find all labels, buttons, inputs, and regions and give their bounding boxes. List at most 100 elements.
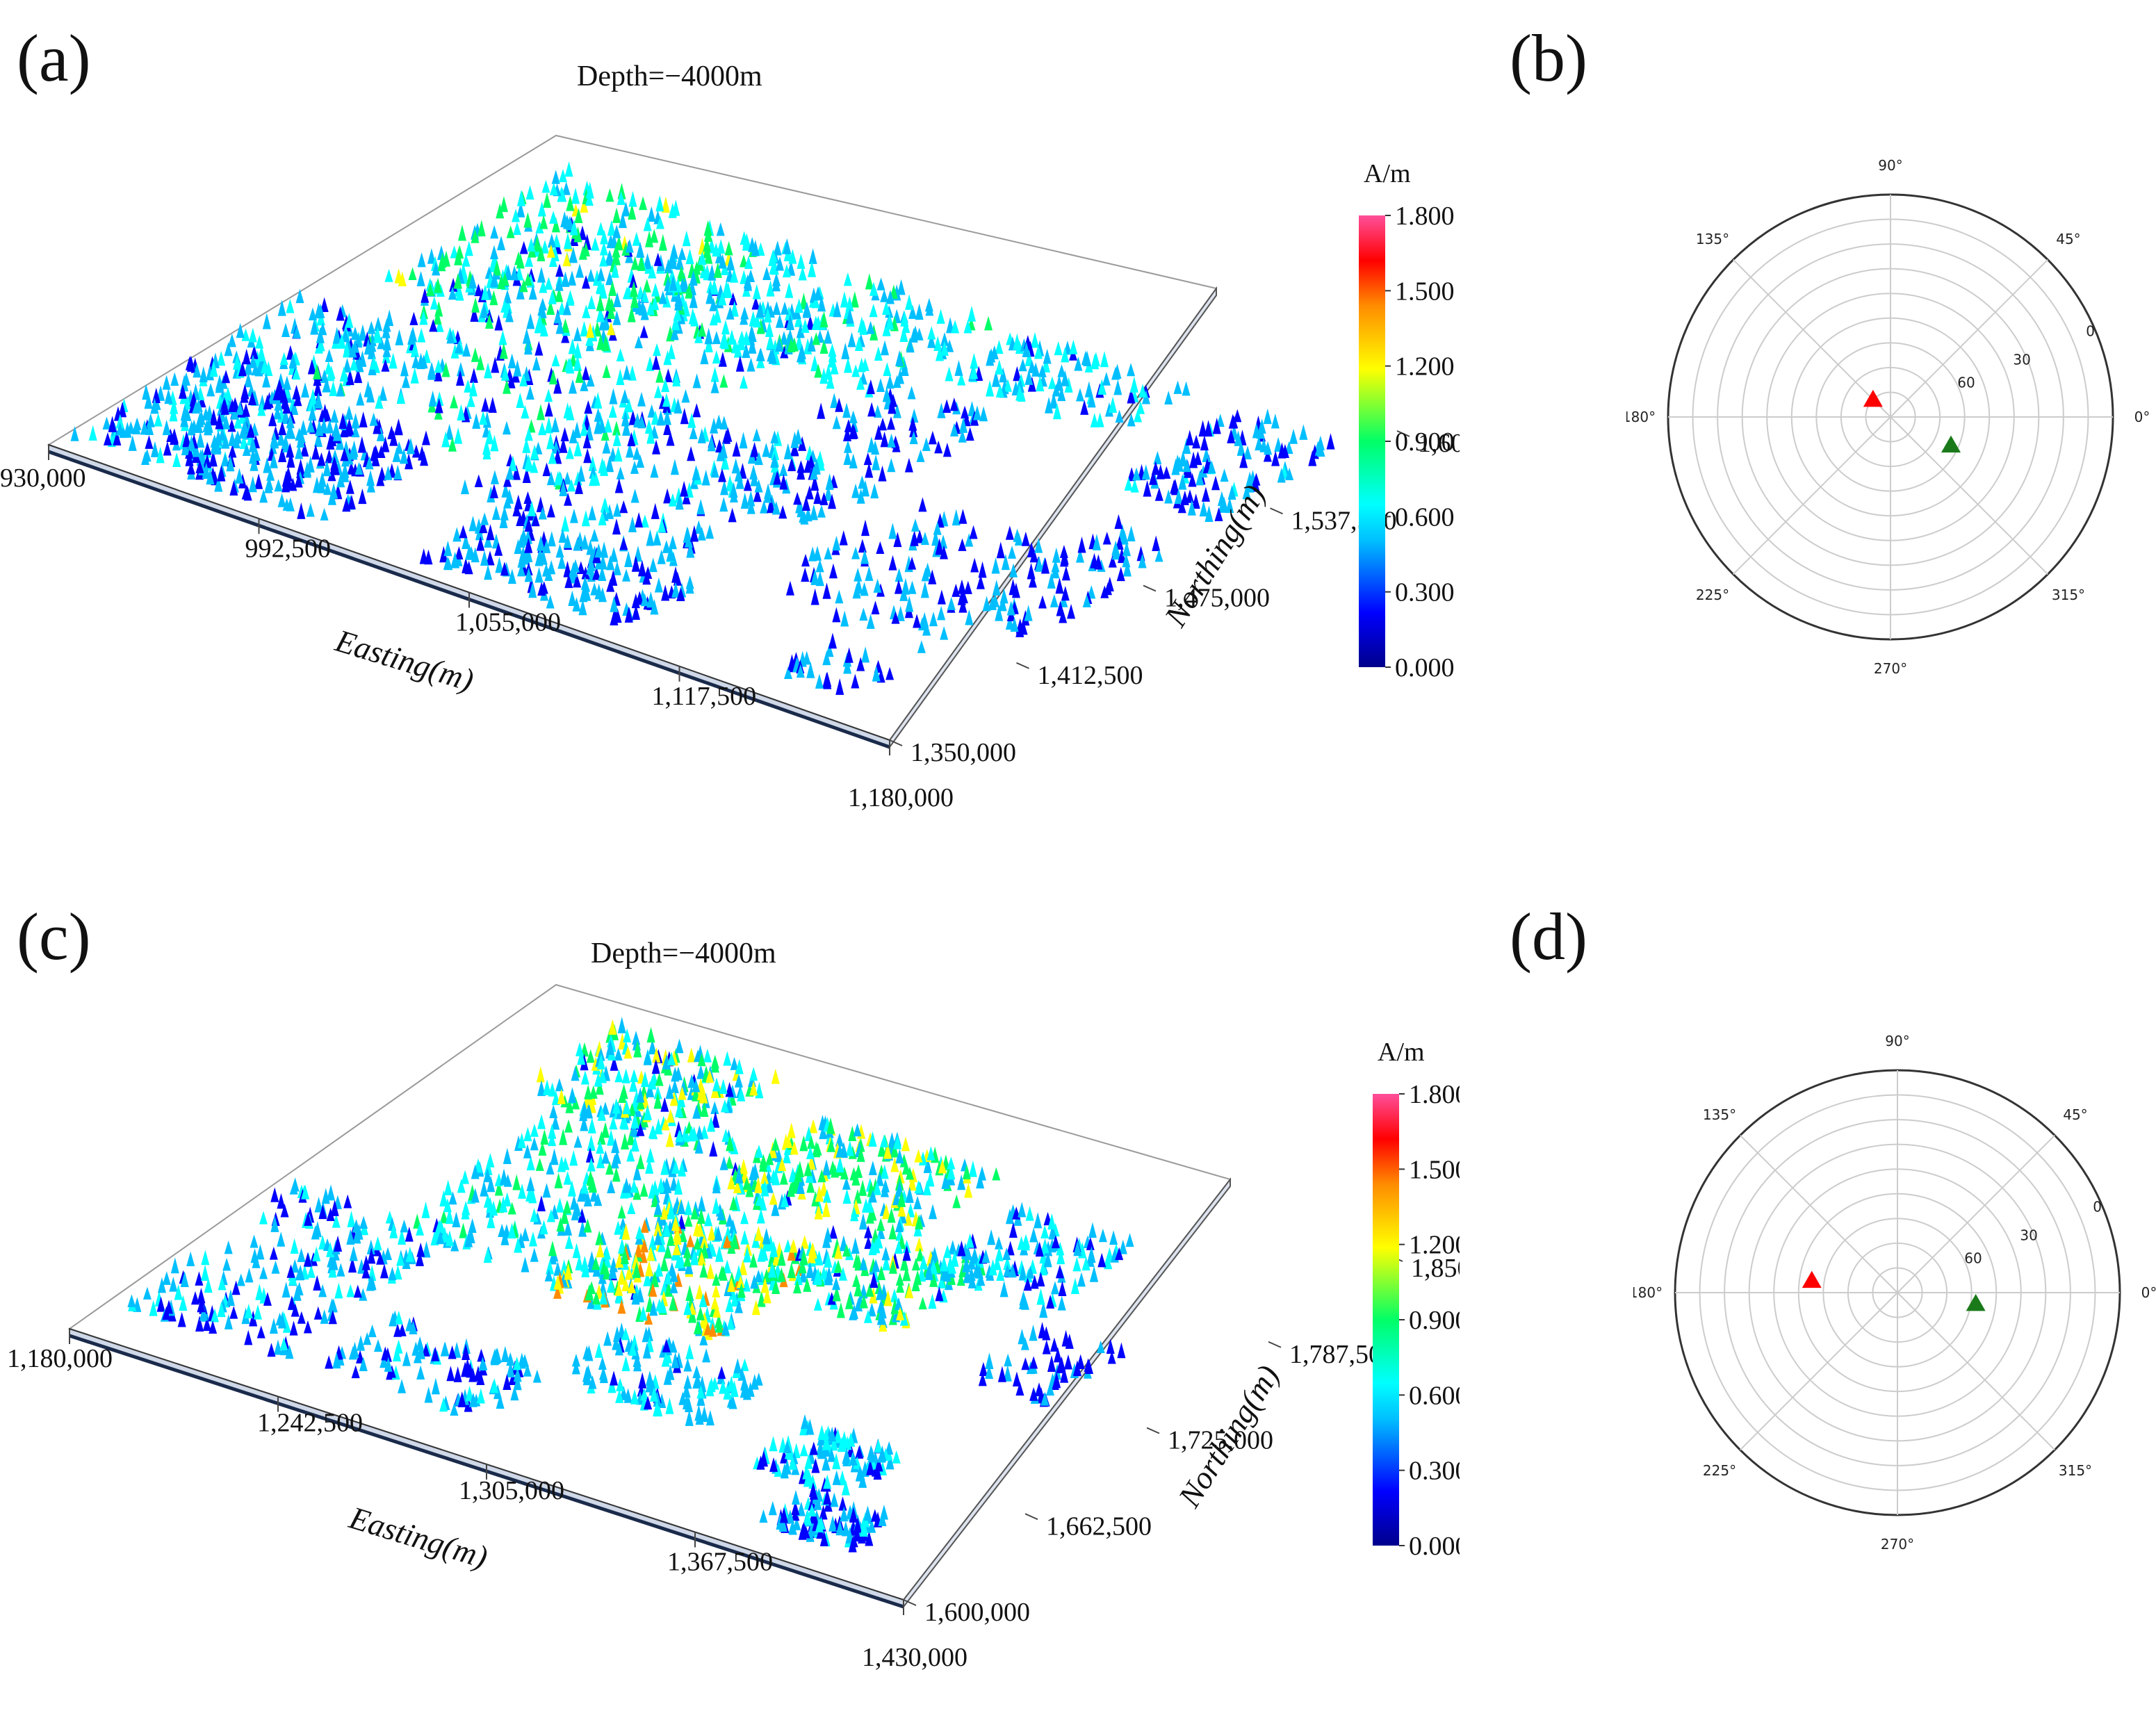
magnetization-mark	[1246, 477, 1255, 493]
magnetization-mark	[588, 455, 597, 471]
magnetization-mark	[563, 561, 572, 578]
magnetization-mark	[735, 1167, 744, 1184]
magnetization-mark	[937, 1275, 946, 1288]
magnetization-mark	[997, 1366, 1006, 1382]
magnetization-mark	[689, 426, 698, 439]
y-tick-mark	[1268, 1341, 1282, 1348]
y-tick-mark	[1016, 662, 1029, 669]
polar-triangle-marker	[1966, 1293, 1986, 1311]
magnetization-mark	[398, 1323, 407, 1336]
magnetization-mark	[692, 1079, 701, 1092]
magnetization-mark	[1051, 562, 1060, 579]
magnetization-mark	[635, 1286, 644, 1303]
magnetization-mark	[746, 357, 756, 372]
magnetization-mark	[819, 368, 828, 384]
magnetization-mark	[916, 449, 925, 462]
magnetization-mark	[603, 418, 612, 433]
magnetization-mark	[1061, 566, 1070, 581]
magnetization-mark	[601, 1102, 610, 1115]
magnetization-mark	[564, 1119, 573, 1133]
magnetization-mark	[485, 429, 494, 445]
magnetization-mark	[206, 468, 215, 485]
magnetization-mark	[601, 426, 610, 441]
magnetization-mark	[1122, 559, 1132, 577]
magnetization-mark	[490, 272, 499, 288]
magnetization-mark	[1178, 473, 1187, 490]
polar-angle-label: 90°	[1885, 1033, 1909, 1049]
magnetization-mark	[913, 614, 922, 628]
magnetization-mark	[781, 301, 790, 315]
magnetization-mark	[337, 333, 346, 349]
magnetization-mark	[928, 1293, 937, 1309]
magnetization-mark	[900, 311, 909, 327]
magnetization-mark	[882, 1203, 891, 1220]
magnetization-mark	[772, 301, 781, 316]
polar-spoke	[1740, 1135, 1898, 1293]
magnetization-mark	[601, 1122, 610, 1138]
magnetization-mark	[809, 466, 818, 480]
magnetization-mark	[643, 1104, 652, 1121]
magnetization-mark	[551, 354, 560, 367]
magnetization-mark	[585, 1147, 594, 1163]
magnetization-mark	[345, 405, 354, 420]
magnetization-mark	[808, 248, 817, 264]
magnetization-mark	[793, 1279, 802, 1294]
magnetization-mark	[612, 420, 621, 436]
magnetization-mark	[332, 327, 341, 344]
magnetization-mark	[714, 414, 724, 429]
magnetization-mark	[432, 261, 441, 276]
magnetization-mark	[819, 1124, 828, 1140]
magnetization-mark	[864, 1236, 873, 1250]
magnetization-mark	[484, 265, 493, 279]
magnetization-mark	[1050, 392, 1059, 409]
magnetization-mark	[774, 1147, 783, 1163]
magnetization-mark	[655, 1072, 664, 1086]
magnetization-mark	[636, 1087, 645, 1103]
magnetization-mark	[375, 394, 384, 409]
magnetization-mark	[608, 447, 617, 462]
magnetization-mark	[1274, 436, 1283, 452]
magnetization-mark	[579, 586, 588, 603]
magnetization-mark	[635, 511, 644, 527]
magnetization-mark	[561, 329, 570, 343]
magnetization-mark	[483, 1247, 492, 1263]
magnetization-mark	[799, 1443, 808, 1457]
magnetization-mark	[316, 336, 325, 352]
magnetization-mark	[1233, 409, 1242, 423]
magnetization-mark	[609, 388, 618, 404]
magnetization-mark	[300, 441, 309, 457]
magnetization-mark	[851, 483, 860, 498]
magnetization-mark	[643, 1270, 652, 1286]
magnetization-mark	[156, 1296, 165, 1312]
magnetization-mark	[597, 1130, 606, 1145]
magnetization-mark	[471, 547, 480, 563]
magnetization-mark	[534, 566, 544, 583]
magnetization-mark	[888, 397, 897, 414]
magnetization-mark	[957, 579, 966, 594]
magnetization-mark	[835, 678, 844, 695]
magnetization-mark	[192, 400, 201, 414]
magnetization-mark	[643, 1050, 652, 1065]
magnetization-mark	[653, 1230, 662, 1245]
magnetization-mark	[734, 1300, 743, 1313]
y-tick-mark	[1146, 1427, 1160, 1434]
magnetization-mark	[580, 197, 589, 213]
magnetization-mark	[142, 384, 151, 400]
magnetization-mark	[462, 254, 471, 267]
magnetization-mark	[942, 1267, 952, 1282]
magnetization-mark	[905, 294, 914, 310]
magnetization-mark	[1004, 1353, 1013, 1367]
magnetization-mark	[869, 303, 878, 318]
magnetization-mark	[359, 1215, 368, 1229]
magnetization-mark	[868, 1161, 877, 1175]
magnetization-mark	[330, 456, 339, 470]
magnetization-mark	[646, 301, 655, 316]
magnetization-mark	[209, 1320, 218, 1334]
magnetization-mark	[727, 1375, 736, 1392]
magnetization-mark	[1127, 413, 1136, 427]
magnetization-mark	[554, 1172, 563, 1188]
magnetization-mark	[541, 179, 550, 193]
x-tick-label: 1,242,500	[257, 1409, 363, 1438]
magnetization-mark	[908, 416, 917, 431]
